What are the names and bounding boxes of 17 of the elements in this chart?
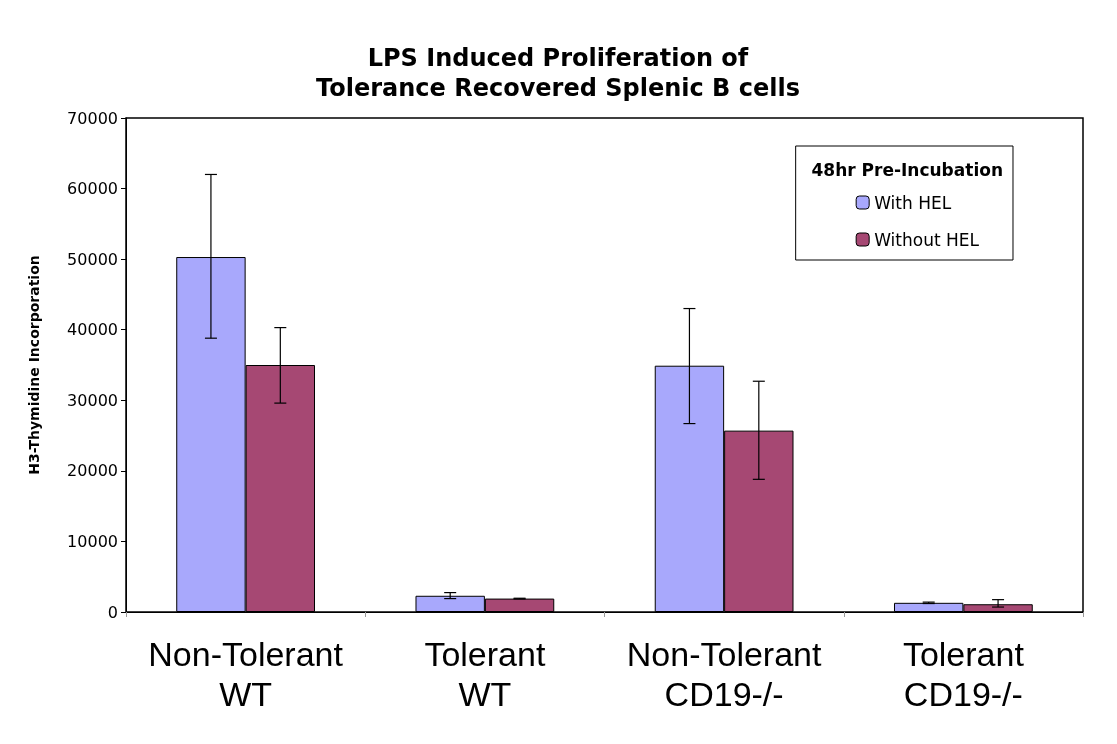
y-tick-label: 70000 [67,108,118,128]
y-tick-label: 30000 [67,390,118,410]
x-tick-label: Non-Tolerant CD19-/- [626,635,822,713]
y-tick-label: 60000 [67,179,118,199]
y-tick-label: 20000 [67,461,118,481]
y-tick-label: 10000 [67,531,118,551]
x-tick-label: Tolerant WT [424,635,546,713]
y-tick-label: 50000 [67,249,118,269]
chart-title: LPS Induced Proliferation of Tolerance Recovered Splenic B cells [316,44,800,102]
y-axis-title: H3-Thymidine Incorporation [26,255,42,475]
x-tick-label: Tolerant CD19-/- [902,635,1025,713]
legend-title: 48hr Pre-Incubation [811,159,1004,180]
legend-label: Without HEL [874,229,980,250]
legend-label: With HEL [874,192,952,213]
y-tick-label: 0 [107,602,118,622]
x-tick-label: Non-Tolerant WT [148,635,344,713]
y-tick-label: 40000 [67,320,118,340]
